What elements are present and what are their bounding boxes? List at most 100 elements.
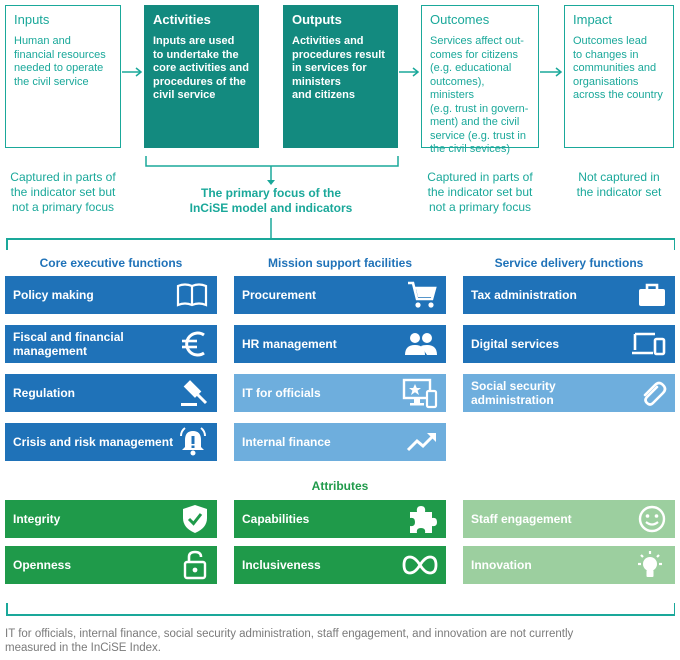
note-line: Captured in parts of: [427, 170, 533, 184]
smiley-icon: [638, 505, 666, 533]
flow-desc-line: across the country: [573, 89, 663, 101]
model-bracket-bottom: [6, 614, 675, 616]
model-bracket-top-left: [6, 238, 8, 250]
model-bracket-bottom-right: [673, 603, 675, 615]
tile-label: Policy making: [13, 288, 94, 302]
focus-bracket: [145, 156, 399, 167]
flow-box-inputs: Inputs Human and financial resources nee…: [5, 5, 121, 148]
computer-icon: [402, 378, 438, 409]
tile-social-security-administration: Social security administration: [463, 374, 675, 412]
note-line: Not captured in: [578, 170, 660, 184]
note-outcomes: Captured in parts of the indicator set b…: [418, 170, 542, 215]
tile-digital-services: Digital services: [463, 325, 675, 363]
tile-label: Internal finance: [242, 435, 331, 449]
tile-label: Capabilities: [242, 512, 310, 526]
flow-desc-line: ment) and the civil: [430, 116, 520, 128]
arrow-head: [555, 67, 563, 77]
flow-desc-line: needed to operate: [14, 62, 104, 74]
tile-label: Staff engagement: [471, 512, 572, 526]
tile-hr-management: HR management: [234, 325, 446, 363]
tile-fiscal-and-financial-management: Fiscal and financial management: [5, 325, 217, 363]
tile-staff-engagement: Staff engagement: [463, 500, 675, 538]
people-icon: [405, 333, 437, 355]
tile-integrity: Integrity: [5, 500, 217, 538]
tile-label: Procurement: [242, 288, 317, 302]
note-line: not a primary focus: [11, 200, 115, 214]
flow-desc-line: and citizens: [292, 89, 355, 101]
flow-desc-line: procedures result: [292, 48, 385, 61]
flow-desc-line: to changes in: [573, 48, 639, 61]
heading-core-executive-functions: Core executive functions: [39, 256, 183, 270]
model-bracket-top-right: [673, 238, 675, 250]
flow-desc-line: to undertake the: [153, 48, 239, 61]
heading-service-delivery-functions: Service delivery functions: [494, 256, 644, 270]
arrow-head: [135, 67, 143, 77]
flow-desc-line: service (e.g. trust in: [430, 129, 526, 142]
note-line: Captured in parts of: [10, 170, 116, 184]
briefcase-icon: [639, 283, 665, 306]
tile-internal-finance: Internal finance: [234, 423, 446, 461]
flow-box-outputs: Outputs Activities and procedures result…: [283, 5, 398, 148]
flow-title: Outputs: [292, 12, 342, 27]
flow-box-outcomes: Outcomes Services affect out- comes for …: [421, 5, 539, 155]
flow-desc-line: civil service: [153, 89, 216, 101]
heading-attributes: Attributes: [311, 479, 369, 493]
flow-desc-line: in services for: [292, 62, 367, 74]
flow-desc-line: organisations: [573, 75, 639, 88]
tile-label: Inclusiveness: [242, 558, 321, 572]
tile-innovation: Innovation: [463, 546, 675, 584]
tile-label: IT for officials: [242, 386, 321, 400]
trend-up-icon: [406, 433, 436, 452]
focus-line: The primary focus of the: [200, 186, 342, 200]
flow-desc-line: comes for citizens: [430, 48, 519, 61]
note-impact: Not captured in the indicator set: [560, 170, 678, 200]
flow-title: Inputs: [14, 12, 50, 27]
flow-title: Outcomes: [430, 12, 490, 27]
tile-capabilities: Capabilities: [234, 500, 446, 538]
tile-label: Digital services: [471, 337, 560, 351]
devices-icon: [632, 332, 666, 356]
tile-inclusiveness: Inclusiveness: [234, 546, 446, 584]
tile-label: HR management: [242, 337, 337, 351]
flow-desc-line: outcomes), ministers: [430, 75, 485, 102]
flow-connectors: [122, 67, 563, 238]
heading-mission-support-facilities: Mission support facilities: [267, 256, 413, 270]
flow-box-activities: Activities Inputs are used to undertake …: [144, 5, 259, 148]
tile-label: Crisis and risk management: [13, 435, 174, 449]
tile-label: Social security administration: [471, 379, 556, 407]
gavel-icon: [181, 380, 208, 406]
padlock-icon: [183, 550, 207, 580]
focus-arrow-head: [267, 180, 275, 185]
flow-desc-line: Services affect out-: [430, 35, 524, 47]
euro-icon: [182, 331, 205, 357]
flow-desc-line: core activities and: [153, 62, 249, 74]
footnote-line: IT for officials, internal finance, soci…: [5, 628, 574, 640]
flow-title: Activities: [153, 12, 211, 27]
note-line: not a primary focus: [428, 200, 532, 214]
flow-box-impact: Impact Outcomes lead to changes in commu…: [564, 5, 674, 148]
focus-line: InCiSE model and indicators: [189, 201, 353, 215]
flow-desc-line: Outcomes lead: [573, 35, 647, 47]
tile-it-for-officials: IT for officials: [234, 374, 446, 412]
flow-desc-line: (e.g. educational: [430, 62, 512, 74]
model-bracket-top: [6, 238, 675, 240]
flow-desc-line: procedures of the: [153, 75, 246, 88]
footnote-line: measured in the InCiSE Index.: [5, 642, 161, 654]
note-line: the indicator set but: [10, 185, 116, 199]
flow-desc-line: communities and: [573, 62, 657, 74]
tile-label: Innovation: [471, 558, 532, 572]
flow-desc-line: Inputs are used: [153, 35, 235, 47]
flow-desc-line: Activities and: [292, 35, 364, 47]
paperclip-icon: [643, 381, 667, 406]
tile-tax-administration: Tax administration: [463, 276, 675, 314]
flow-desc-line: ministers: [292, 75, 341, 88]
cart-icon: [408, 281, 437, 308]
flow-desc-line: financial resources: [14, 48, 106, 61]
flow-desc-line: Human and: [14, 35, 71, 47]
model-bracket-bottom-left: [6, 603, 8, 615]
flow-desc-line: the civil service: [14, 75, 89, 88]
flow-desc-line: the civil sevices): [430, 143, 511, 155]
shield-check-icon: [183, 505, 207, 533]
tile-procurement: Procurement: [234, 276, 446, 314]
footnote: IT for officials, internal finance, soci…: [5, 627, 675, 655]
